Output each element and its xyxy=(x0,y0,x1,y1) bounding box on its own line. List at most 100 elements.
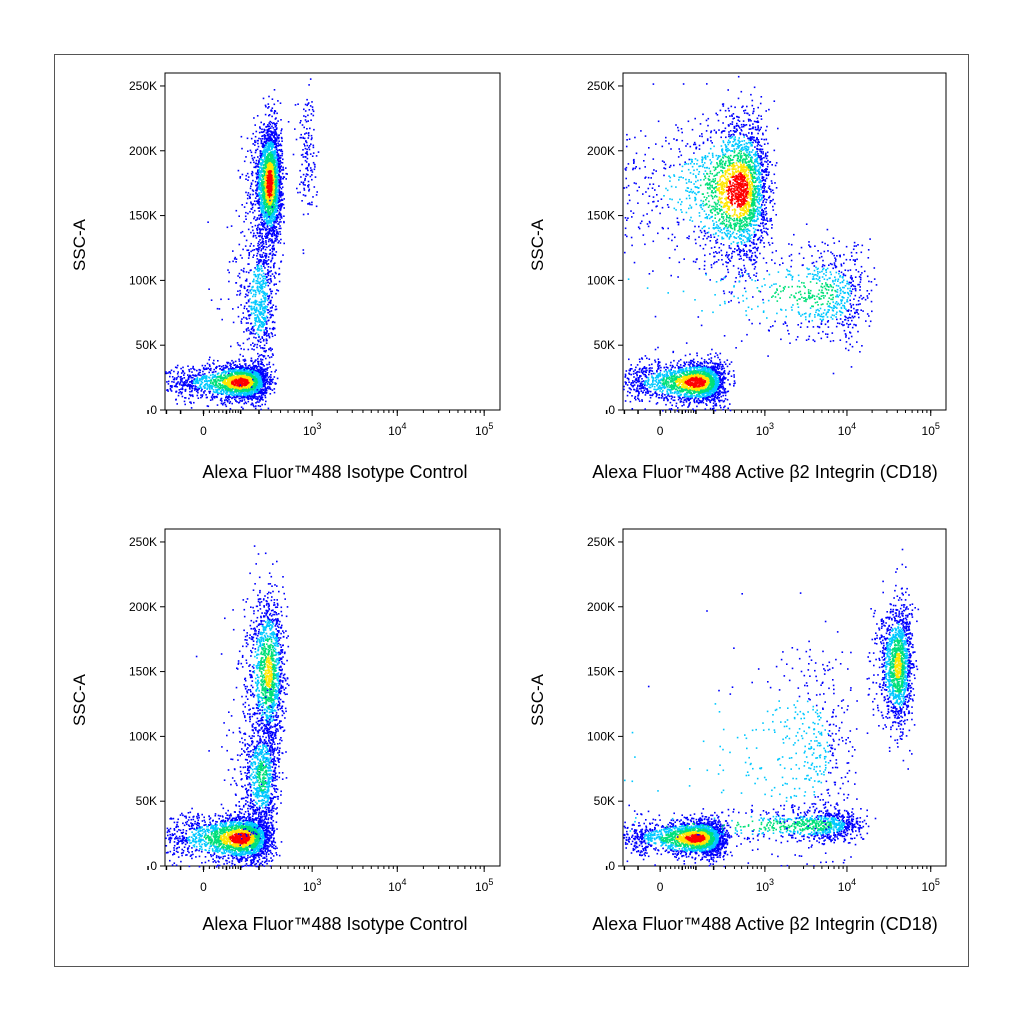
data-point xyxy=(256,307,258,309)
data-point xyxy=(269,162,271,164)
data-point xyxy=(202,371,204,373)
data-point xyxy=(253,117,255,119)
data-point xyxy=(249,378,251,380)
data-point xyxy=(235,382,237,384)
data-point xyxy=(273,275,275,277)
data-point xyxy=(270,141,272,143)
data-point xyxy=(268,302,270,304)
data-point xyxy=(280,239,282,241)
data-point xyxy=(233,377,235,379)
data-point xyxy=(243,390,245,392)
data-point xyxy=(250,185,252,187)
data-point xyxy=(269,200,271,202)
data-point xyxy=(271,234,273,236)
data-point xyxy=(263,201,265,203)
data-point xyxy=(255,311,257,313)
data-point xyxy=(257,225,259,227)
data-point xyxy=(225,397,227,399)
data-point xyxy=(268,210,270,212)
data-point xyxy=(281,137,283,139)
data-point xyxy=(268,285,270,287)
data-point xyxy=(266,321,268,323)
data-point xyxy=(260,174,262,176)
data-point xyxy=(254,140,256,142)
data-point xyxy=(252,296,254,298)
data-point xyxy=(239,379,241,381)
data-point xyxy=(262,138,264,140)
data-point xyxy=(177,365,179,367)
data-point xyxy=(234,390,236,392)
data-point xyxy=(222,404,224,406)
data-point xyxy=(231,373,233,375)
data-point xyxy=(174,385,176,387)
data-point xyxy=(273,127,275,129)
data-point xyxy=(188,377,190,379)
data-point xyxy=(266,203,268,205)
data-point xyxy=(258,207,260,209)
data-point xyxy=(220,368,222,370)
data-point xyxy=(190,395,192,397)
data-point xyxy=(259,128,261,130)
data-point xyxy=(221,400,223,402)
data-point xyxy=(274,133,276,135)
data-point xyxy=(221,380,223,382)
data-point xyxy=(272,255,274,257)
data-point xyxy=(270,134,272,136)
data-point xyxy=(270,275,272,277)
data-point xyxy=(270,374,272,376)
data-point xyxy=(253,389,255,391)
data-point xyxy=(224,367,226,369)
data-point xyxy=(281,261,283,263)
data-point xyxy=(180,388,182,390)
data-point xyxy=(253,218,255,220)
data-point xyxy=(243,331,245,333)
data-point xyxy=(261,385,263,387)
data-point xyxy=(220,387,222,389)
data-point xyxy=(256,184,258,186)
data-point xyxy=(265,165,267,167)
data-point xyxy=(252,180,254,182)
data-point xyxy=(265,374,267,376)
data-point xyxy=(255,235,257,237)
data-point xyxy=(196,375,198,377)
data-point xyxy=(229,391,231,393)
data-point xyxy=(275,184,277,186)
data-point xyxy=(173,381,175,383)
data-point xyxy=(256,228,258,230)
data-point xyxy=(255,370,257,372)
data-point xyxy=(263,195,265,197)
data-point xyxy=(247,327,249,329)
data-point xyxy=(247,179,249,181)
data-point xyxy=(257,344,259,346)
data-point xyxy=(168,383,170,385)
data-point xyxy=(217,376,219,378)
data-point xyxy=(264,219,266,221)
data-point xyxy=(243,359,245,361)
data-point xyxy=(260,250,262,252)
data-point xyxy=(251,289,253,291)
data-point xyxy=(202,376,204,378)
data-point xyxy=(177,373,179,375)
data-point xyxy=(252,363,254,365)
data-point xyxy=(225,404,227,406)
data-point xyxy=(266,214,268,216)
data-point xyxy=(270,186,272,188)
data-point xyxy=(227,389,229,391)
data-point xyxy=(253,162,255,164)
data-point xyxy=(282,151,284,153)
data-point xyxy=(257,115,259,117)
data-point xyxy=(224,370,226,372)
data-point xyxy=(189,386,191,388)
data-point xyxy=(268,133,270,135)
data-point xyxy=(272,98,274,100)
data-point xyxy=(260,202,262,204)
data-point xyxy=(227,374,229,376)
data-point xyxy=(271,242,273,244)
data-point xyxy=(228,395,230,397)
data-point xyxy=(268,279,270,281)
data-point xyxy=(279,157,281,159)
data-point xyxy=(235,376,237,378)
data-point xyxy=(285,167,287,169)
data-point xyxy=(268,103,270,105)
data-point xyxy=(267,234,269,236)
